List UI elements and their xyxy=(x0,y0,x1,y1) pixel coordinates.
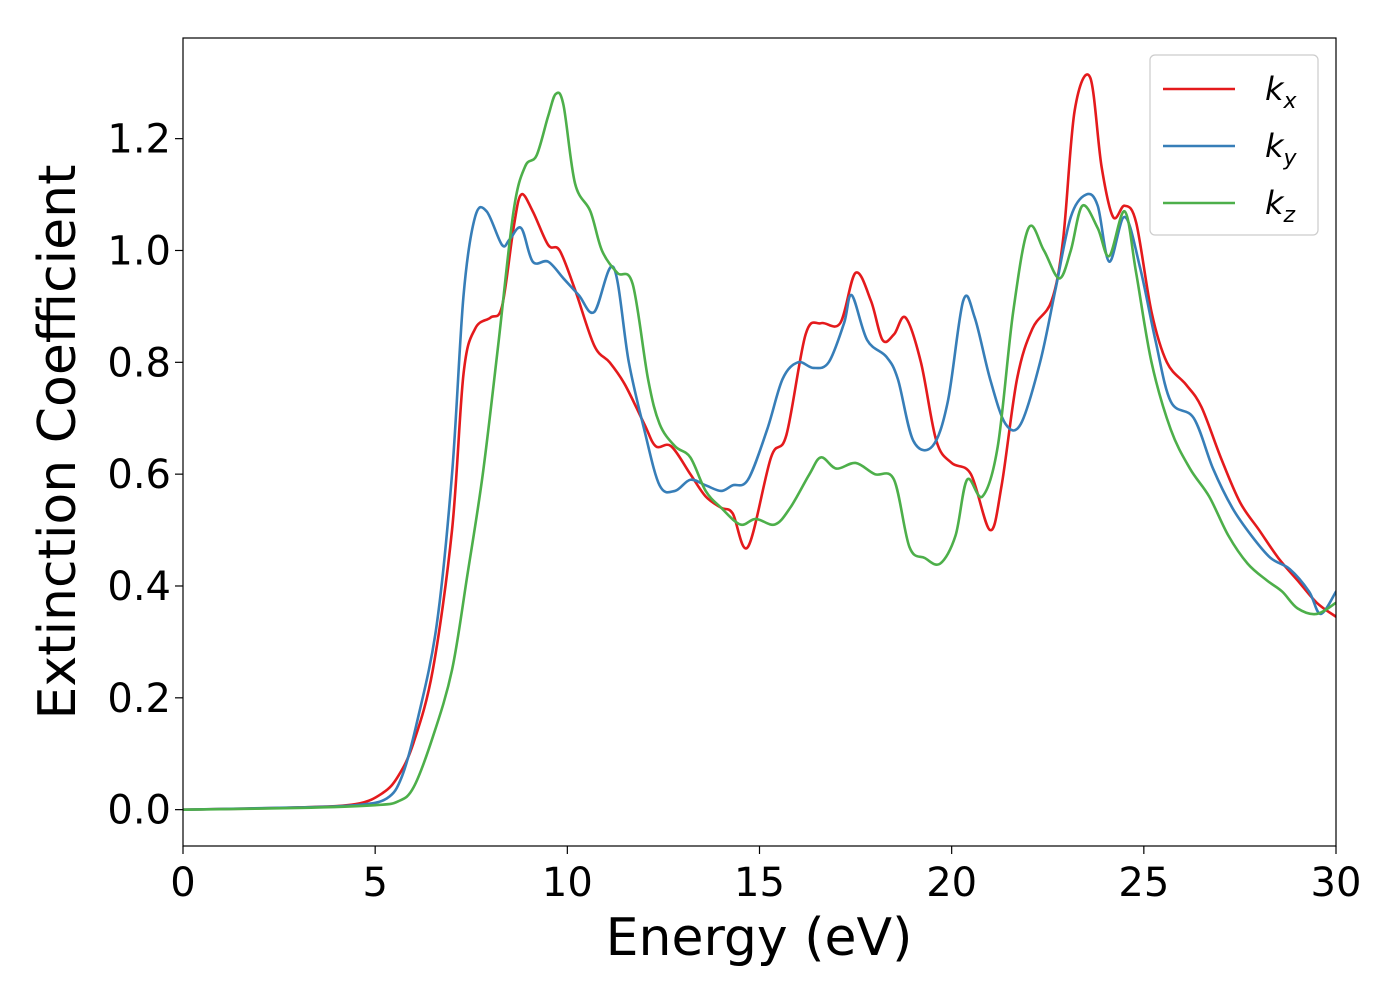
x-tick-label: 5 xyxy=(362,860,387,906)
y-tick-label: 0.6 xyxy=(107,452,171,498)
series-layer xyxy=(183,73,1336,811)
legend-label-z: kz xyxy=(1265,184,1296,228)
x-tick-label: 25 xyxy=(1118,860,1169,906)
legend: kx ky kz xyxy=(1149,54,1319,236)
y-tick-label: 0.8 xyxy=(107,340,171,386)
series-line-y xyxy=(183,192,1336,811)
x-axis-ticks: 0 5 10 15 20 25 30 xyxy=(170,846,1361,906)
y-tick-label: 1.2 xyxy=(107,117,171,163)
legend-label-x: kx xyxy=(1265,70,1298,114)
y-axis-label: Extinction Coefficient xyxy=(28,165,88,720)
y-tick-label: 0.4 xyxy=(107,564,171,610)
series-line-x xyxy=(183,73,1336,811)
legend-label-y: ky xyxy=(1265,127,1298,171)
x-tick-label: 15 xyxy=(734,860,785,906)
y-tick-label: 0.0 xyxy=(107,788,171,834)
plot-area xyxy=(183,38,1336,846)
y-tick-label: 1.0 xyxy=(107,228,171,274)
x-tick-label: 10 xyxy=(542,860,593,906)
x-axis-label: Energy (eV) xyxy=(606,908,913,968)
y-axis-ticks: 0.0 0.2 0.4 0.6 0.8 1.0 1.2 xyxy=(107,117,183,834)
series-line-z xyxy=(183,91,1336,811)
x-tick-label: 0 xyxy=(170,860,195,906)
x-tick-label: 30 xyxy=(1311,860,1362,906)
x-tick-label: 20 xyxy=(926,860,977,906)
y-tick-label: 0.2 xyxy=(107,676,171,722)
